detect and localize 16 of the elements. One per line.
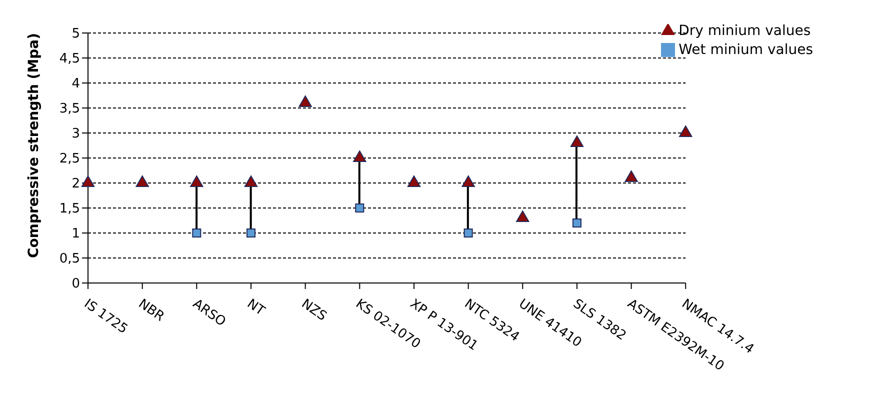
y-tick-label: 4 [72, 76, 80, 92]
y-tick-label: 4,5 [59, 52, 80, 67]
legend-label: Dry minium values [678, 23, 811, 39]
y-tick-label: 3 [72, 126, 80, 142]
y-tick-label: 5 [72, 26, 80, 42]
y-tick-label: 0 [72, 276, 80, 292]
y-axis-title: Compressive strength (Mpa) [26, 32, 42, 258]
x-tick-label: NT [244, 296, 268, 319]
y-tick-label: 2 [72, 176, 80, 192]
legend-label: Wet minium values [678, 42, 813, 58]
x-tick-label: NZS [298, 296, 330, 324]
y-tick-label: 1 [72, 226, 80, 242]
y-tick-label: 1,5 [59, 202, 80, 217]
y-tick-label: 2,5 [59, 152, 80, 167]
y-tick-label: 0,5 [59, 252, 80, 267]
y-tick-label: 3,5 [59, 102, 80, 117]
